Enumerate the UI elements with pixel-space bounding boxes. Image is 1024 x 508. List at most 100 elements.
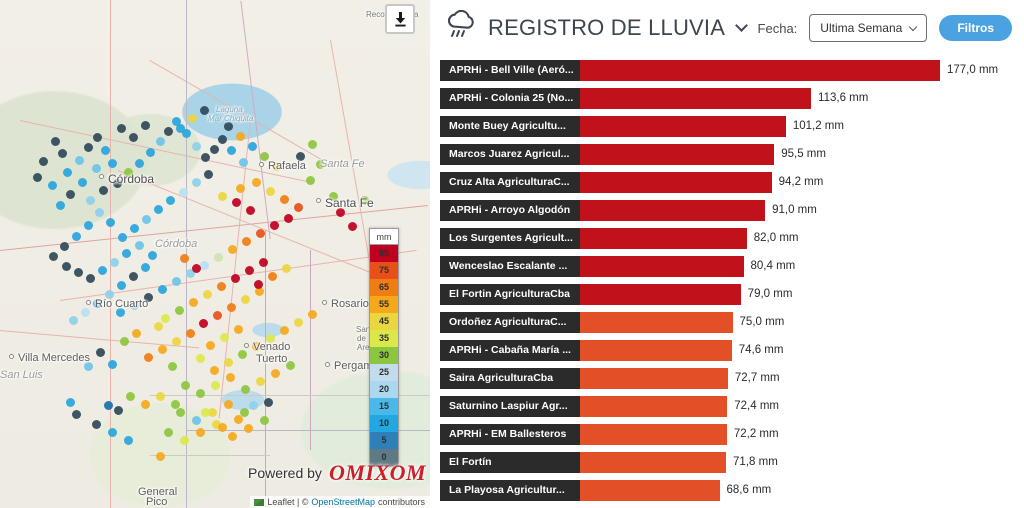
rainfall-point[interactable] xyxy=(255,376,265,386)
bar-fill[interactable] xyxy=(580,59,940,81)
rainfall-point[interactable] xyxy=(71,231,81,241)
rainfall-point[interactable] xyxy=(240,294,250,304)
rainfall-point[interactable] xyxy=(155,451,165,461)
rainfall-point[interactable] xyxy=(91,419,101,429)
bar-fill[interactable] xyxy=(580,283,741,305)
bar-row[interactable]: APRHi - Cabaña María ... 74,6 mm xyxy=(440,336,1024,364)
rainfall-point[interactable] xyxy=(253,279,263,289)
rainfall-point[interactable] xyxy=(271,161,281,171)
rainfall-point[interactable] xyxy=(205,340,215,350)
rainfall-point[interactable] xyxy=(94,207,104,217)
rainfall-point[interactable] xyxy=(171,116,181,126)
bar-category-label[interactable]: APRHi - EM Ballesteros xyxy=(440,423,580,445)
rainfall-point[interactable] xyxy=(233,414,243,424)
rainfall-point[interactable] xyxy=(180,380,190,390)
rainfall-point[interactable] xyxy=(217,191,227,201)
rainfall-point[interactable] xyxy=(216,281,226,291)
bar-category-label[interactable]: La Playosa Agricultur... xyxy=(440,479,580,501)
rainfall-point[interactable] xyxy=(209,144,219,154)
rainfall-point[interactable] xyxy=(328,191,338,201)
rainfall-point[interactable] xyxy=(212,310,222,320)
bar-fill[interactable] xyxy=(580,199,766,221)
bar-fill[interactable] xyxy=(580,451,727,473)
openstreetmap-link[interactable]: OpenStreetMap xyxy=(311,497,375,507)
rainfall-point[interactable] xyxy=(95,347,105,357)
rainfall-point[interactable] xyxy=(245,205,255,215)
rainfall-point[interactable] xyxy=(141,214,151,224)
rainfall-point[interactable] xyxy=(279,325,289,335)
rainfall-point[interactable] xyxy=(237,349,247,359)
rainfall-point[interactable] xyxy=(347,221,357,231)
rainfall-point[interactable] xyxy=(293,202,303,212)
rainfall-point[interactable] xyxy=(185,328,195,338)
rainfall-point[interactable] xyxy=(210,380,220,390)
bar-fill[interactable] xyxy=(580,339,732,361)
bar-category-label[interactable]: Ordoñez AgriculturaC... xyxy=(440,311,580,333)
rainfall-point[interactable] xyxy=(140,120,150,130)
chevron-down-icon[interactable] xyxy=(735,19,748,32)
rainfall-point[interactable] xyxy=(171,336,181,346)
rainfall-point[interactable] xyxy=(267,271,277,281)
bar-fill[interactable] xyxy=(580,367,728,389)
rainfall-point[interactable] xyxy=(92,298,102,308)
rainfall-point[interactable] xyxy=(223,357,233,367)
rainfall-point[interactable] xyxy=(359,195,369,205)
rainfall-point[interactable] xyxy=(195,388,205,398)
rainfall-point[interactable] xyxy=(199,260,209,270)
rainfall-point[interactable] xyxy=(157,344,167,354)
rainfall-point[interactable] xyxy=(238,157,248,167)
rainfall-point[interactable] xyxy=(195,353,205,363)
bar-category-label[interactable]: Saturnino Laspiur Agr... xyxy=(440,395,580,417)
rainfall-point[interactable] xyxy=(203,169,213,179)
rainfall-point[interactable] xyxy=(73,267,83,277)
rainfall-point[interactable] xyxy=(200,407,210,417)
rainfall-point[interactable] xyxy=(103,400,113,410)
bar-fill[interactable] xyxy=(580,255,744,277)
rainfall-point[interactable] xyxy=(223,399,233,409)
rainfall-point[interactable] xyxy=(50,136,60,146)
rainfall-point[interactable] xyxy=(143,292,153,302)
rainfall-point[interactable] xyxy=(265,186,275,196)
bar-fill[interactable] xyxy=(580,395,728,417)
bar-category-label[interactable]: APRHi - Cabaña María ... xyxy=(440,339,580,361)
bar-row[interactable]: Monte Buey Agricultu... 101,2 mm xyxy=(440,112,1024,140)
bar-fill[interactable] xyxy=(580,227,747,249)
rainfall-point[interactable] xyxy=(265,333,275,343)
rainfall-point[interactable] xyxy=(59,241,69,251)
rainfall-point[interactable] xyxy=(68,315,78,325)
rainfall-point[interactable] xyxy=(230,273,240,283)
rainfall-point[interactable] xyxy=(109,257,119,267)
bar-fill[interactable] xyxy=(580,423,727,445)
rainfall-point[interactable] xyxy=(153,321,163,331)
rainfall-point[interactable] xyxy=(32,172,42,182)
bar-fill[interactable] xyxy=(580,143,775,165)
rainfall-point[interactable] xyxy=(48,251,58,261)
rainfall-point[interactable] xyxy=(121,248,131,258)
rainfall-point[interactable] xyxy=(55,200,65,210)
rainfall-point[interactable] xyxy=(134,240,144,250)
rainfall-point[interactable] xyxy=(191,141,201,151)
rainfall-point[interactable] xyxy=(92,132,102,142)
rainfall-point[interactable] xyxy=(251,177,261,187)
rainfall-point[interactable] xyxy=(198,318,208,328)
bar-row[interactable]: Ordoñez AgriculturaC... 75,0 mm xyxy=(440,308,1024,336)
rainfall-point[interactable] xyxy=(97,265,107,275)
rainfall-point[interactable] xyxy=(163,427,173,437)
rainfall-point[interactable] xyxy=(123,167,133,177)
rainfall-point[interactable] xyxy=(160,313,170,323)
rainfall-point[interactable] xyxy=(240,384,250,394)
bar-fill[interactable] xyxy=(580,171,772,193)
bar-category-label[interactable]: El Fortín xyxy=(440,451,580,473)
rainfall-point[interactable] xyxy=(227,244,237,254)
rainfall-point[interactable] xyxy=(199,105,209,115)
bar-fill[interactable] xyxy=(580,311,733,333)
rainfall-point[interactable] xyxy=(227,431,237,441)
rainfall-point[interactable] xyxy=(191,177,201,187)
rainfall-point[interactable] xyxy=(143,352,153,362)
fecha-select[interactable]: Ultima Semana xyxy=(809,14,928,42)
rainfall-point[interactable] xyxy=(85,273,95,283)
rainfall-point[interactable] xyxy=(104,289,114,299)
rainfall-point[interactable] xyxy=(134,158,144,168)
bar-row[interactable]: APRHi - EM Ballesteros 72,2 mm xyxy=(440,420,1024,448)
rainfall-point[interactable] xyxy=(226,145,236,155)
